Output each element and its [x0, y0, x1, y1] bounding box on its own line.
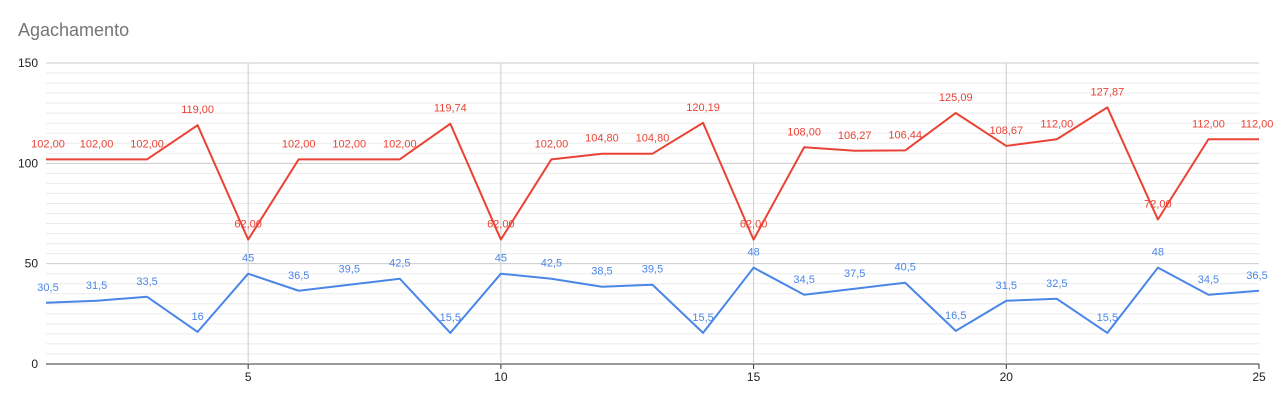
- data-label: 42,5: [389, 258, 410, 270]
- data-label: 16,5: [945, 310, 966, 322]
- data-label: 34,5: [793, 274, 814, 286]
- data-label: 102,00: [31, 138, 65, 150]
- data-label: 31,5: [996, 280, 1017, 292]
- data-label: 36,5: [288, 270, 309, 282]
- data-label: 31,5: [86, 280, 107, 292]
- data-label: 127,87: [1091, 86, 1125, 98]
- data-label: 33,5: [136, 276, 157, 288]
- chart-title: Agachamento: [18, 20, 130, 40]
- data-label: 38,5: [591, 266, 612, 278]
- data-label: 37,5: [844, 268, 865, 280]
- data-label: 106,44: [888, 129, 922, 141]
- data-label: 15,5: [440, 312, 461, 324]
- data-label: 32,5: [1046, 278, 1067, 290]
- data-label: 40,5: [894, 262, 915, 274]
- data-label: 112,00: [1241, 118, 1274, 130]
- data-label: 125,09: [939, 92, 973, 104]
- x-tick-label: 15: [747, 370, 761, 384]
- y-tick-label: 100: [18, 156, 38, 170]
- x-tick-label: 25: [1252, 370, 1266, 384]
- data-label: 119,00: [181, 104, 214, 116]
- x-tick-label: 5: [245, 370, 252, 384]
- data-label: 62,00: [740, 219, 768, 231]
- data-label: 104,80: [636, 133, 670, 145]
- data-label: 36,5: [1246, 270, 1267, 282]
- data-label: 102,00: [80, 138, 114, 150]
- data-label: 102,00: [282, 138, 316, 150]
- data-label: 112,00: [1040, 118, 1073, 130]
- data-label: 112,00: [1192, 118, 1225, 130]
- series-line-1: [46, 106, 1259, 241]
- data-label: 30,5: [37, 282, 58, 294]
- data-label: 62,00: [234, 219, 262, 231]
- data-label: 42,5: [541, 258, 562, 270]
- data-label: 16: [192, 311, 204, 323]
- y-tick-label: 0: [31, 357, 38, 371]
- data-label: 39,5: [339, 264, 360, 276]
- data-label: 120,19: [686, 102, 720, 114]
- data-label: 102,00: [332, 138, 366, 150]
- data-label: 48: [1152, 247, 1164, 259]
- data-label: 119,74: [434, 103, 467, 115]
- data-label: 15,5: [692, 312, 713, 324]
- data-label: 15,5: [1097, 312, 1118, 324]
- data-label: 102,00: [383, 138, 417, 150]
- series-line-2: [45, 266, 1260, 334]
- data-label: 108,67: [989, 125, 1023, 137]
- data-label: 72,00: [1144, 199, 1172, 211]
- data-label: 62,00: [487, 219, 515, 231]
- x-tick-label: 10: [494, 370, 508, 384]
- data-label: 48: [747, 247, 759, 259]
- data-label: 102,00: [535, 138, 569, 150]
- data-label: 106,27: [838, 130, 872, 142]
- data-label: 45: [242, 253, 254, 265]
- x-tick-label: 20: [1000, 370, 1014, 384]
- data-label: 104,80: [585, 133, 619, 145]
- data-label: 45: [495, 253, 507, 265]
- data-label: 108,00: [787, 126, 821, 138]
- data-label: 102,00: [130, 138, 164, 150]
- y-tick-label: 50: [25, 257, 39, 271]
- y-tick-label: 150: [18, 56, 38, 70]
- data-label: 34,5: [1198, 274, 1219, 286]
- data-label: 39,5: [642, 264, 663, 276]
